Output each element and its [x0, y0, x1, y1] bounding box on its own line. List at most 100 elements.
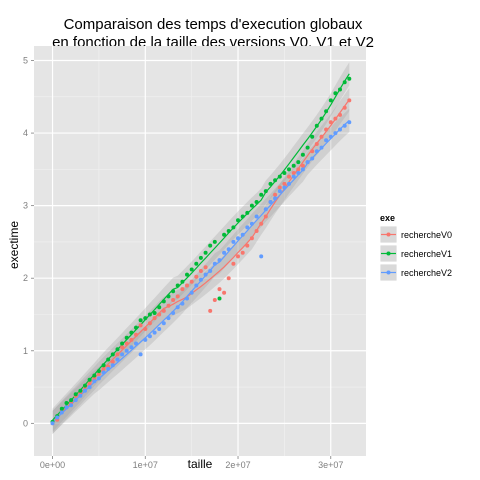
data-point-rechercheV0	[240, 250, 245, 255]
data-point-rechercheV2	[110, 363, 115, 368]
data-point-rechercheV1	[328, 98, 333, 103]
x-tick-label: 1e+07	[133, 460, 158, 470]
data-point-rechercheV0	[212, 298, 217, 302]
data-point-rechercheV0	[263, 214, 268, 219]
data-point-rechercheV1	[240, 214, 245, 219]
smoother-line-rechercheV0	[52, 99, 350, 424]
data-point-rechercheV1	[333, 91, 338, 96]
data-point-rechercheV2	[59, 410, 64, 415]
data-point-rechercheV2	[333, 131, 338, 136]
data-point-rechercheV2	[212, 261, 217, 266]
data-point-rechercheV0	[222, 290, 227, 295]
data-point-rechercheV0	[217, 287, 222, 292]
y-tick-label: 3	[23, 201, 28, 211]
x-axis-ticks: 0e+00 1e+07 2e+07 3e+07	[40, 456, 343, 470]
data-point-rechercheV1	[78, 388, 83, 393]
data-point-rechercheV2	[171, 311, 176, 315]
data-point-rechercheV2	[259, 254, 264, 259]
data-point-rechercheV2	[194, 283, 199, 288]
data-point-rechercheV1	[157, 305, 162, 310]
data-point-rechercheV0	[319, 134, 324, 139]
data-point-rechercheV0	[259, 221, 264, 226]
data-point-rechercheV1	[222, 232, 227, 237]
data-point-rechercheV1	[92, 373, 97, 378]
data-point-rechercheV0	[314, 142, 319, 146]
data-point-rechercheV2	[338, 127, 342, 132]
data-point-rechercheV0	[134, 332, 138, 337]
data-point-rechercheV1	[324, 109, 329, 114]
data-point-rechercheV1	[106, 357, 111, 362]
data-point-rechercheV0	[282, 181, 287, 186]
data-point-rechercheV2	[222, 250, 227, 255]
data-point-rechercheV1	[115, 347, 120, 352]
data-point-rechercheV2	[50, 421, 55, 426]
data-point-rechercheV1	[347, 76, 352, 81]
legend-point-rechercheV0	[386, 232, 391, 237]
data-point-rechercheV2	[203, 272, 208, 277]
data-point-rechercheV1	[69, 398, 74, 403]
data-point-rechercheV1	[101, 363, 106, 368]
legend-label-rechercheV1: rechercheV1	[401, 249, 452, 259]
data-point-rechercheV1	[147, 312, 152, 317]
data-point-rechercheV0	[254, 229, 259, 233]
data-point-rechercheV0	[185, 283, 189, 288]
data-point-rechercheV0	[287, 174, 291, 179]
x-axis-title: taille	[188, 457, 213, 471]
data-point-rechercheV1	[171, 289, 176, 294]
data-point-rechercheV2	[55, 415, 60, 420]
data-point-rechercheV0	[310, 149, 315, 154]
x-tick-label: 2e+07	[225, 460, 250, 470]
y-tick-label: 4	[23, 128, 28, 138]
data-point-rechercheV2	[240, 232, 245, 237]
data-point-rechercheV2	[236, 236, 240, 241]
data-point-rechercheV1	[273, 178, 278, 183]
data-point-rechercheV2	[324, 138, 329, 143]
data-point-rechercheV2	[87, 385, 92, 390]
data-point-rechercheV2	[226, 247, 231, 252]
data-point-rechercheV2	[268, 200, 273, 204]
data-point-rechercheV2	[305, 160, 310, 165]
data-point-rechercheV0	[96, 372, 101, 376]
data-point-rechercheV0	[273, 192, 278, 197]
legend-point-rechercheV2	[386, 270, 391, 275]
data-point-rechercheV2	[96, 376, 101, 381]
data-point-rechercheV1	[161, 299, 166, 304]
data-point-rechercheV2	[124, 348, 129, 353]
data-point-rechercheV1	[249, 203, 254, 208]
data-point-rechercheV0	[115, 352, 120, 357]
data-point-rechercheV2	[147, 334, 152, 339]
data-point-rechercheV1	[198, 255, 203, 260]
data-point-rechercheV2	[249, 221, 254, 226]
data-point-rechercheV0	[147, 321, 152, 326]
data-point-rechercheV2	[300, 167, 305, 172]
data-point-rechercheV2	[217, 258, 222, 263]
data-point-rechercheV0	[120, 345, 125, 350]
data-point-rechercheV1	[110, 352, 115, 357]
data-point-rechercheV0	[338, 112, 342, 117]
data-point-rechercheV0	[189, 279, 194, 284]
data-point-rechercheV2	[282, 185, 287, 190]
data-point-rechercheV1	[96, 369, 101, 374]
data-point-rechercheV2	[245, 225, 250, 230]
data-point-rechercheV1	[189, 267, 194, 272]
data-point-rechercheV2	[314, 149, 319, 154]
data-point-rechercheV0	[87, 381, 92, 386]
data-point-rechercheV2	[310, 156, 315, 161]
data-point-rechercheV1	[338, 87, 342, 92]
data-point-rechercheV1	[291, 163, 296, 168]
data-point-rechercheV2	[189, 290, 194, 295]
data-point-rechercheV2	[69, 403, 74, 408]
data-point-rechercheV0	[129, 337, 134, 342]
data-point-rechercheV2	[106, 366, 111, 371]
legend-label-rechercheV2: rechercheV2	[401, 268, 452, 278]
data-point-rechercheV1	[319, 116, 324, 121]
data-point-rechercheV2	[64, 405, 69, 410]
data-point-rechercheV2	[208, 269, 213, 273]
minor-grid	[34, 46, 366, 456]
data-point-rechercheV2	[138, 352, 143, 357]
data-point-rechercheV2	[143, 337, 148, 342]
confidence-band-rechercheV0	[52, 88, 350, 435]
data-point-rechercheV0	[245, 243, 250, 248]
data-point-rechercheV0	[171, 298, 176, 302]
data-points	[50, 76, 352, 426]
